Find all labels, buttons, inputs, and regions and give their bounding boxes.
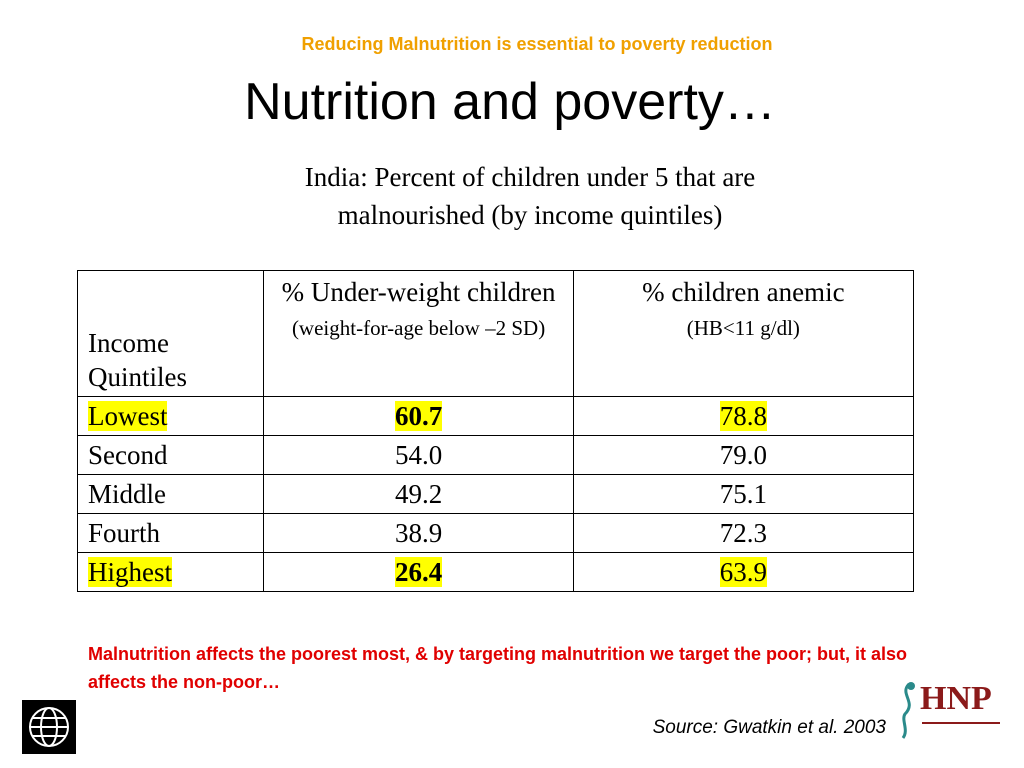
underweight-cell: 60.7 xyxy=(263,396,574,436)
underweight-value: 26.4 xyxy=(394,557,443,587)
hnp-emblem xyxy=(901,682,915,739)
quintile: Lowest xyxy=(88,401,168,431)
header-text: Income Quintiles xyxy=(88,328,187,392)
header-cell: % children anemic (HB<11 g/dl) xyxy=(572,270,915,397)
header-note: (weight-for-age below –2 SD) xyxy=(291,316,546,340)
anemic-value: 79.0 xyxy=(719,440,767,470)
quintile-cell: Second xyxy=(76,435,265,475)
source: Source: Gwatkin et al. 2003 xyxy=(652,717,886,738)
anemic-cell: 63.9 xyxy=(572,552,915,592)
hnp-logo: HNP xyxy=(920,680,992,717)
underweight-cell: 26.4 xyxy=(263,552,574,592)
header-text: % Under-weight children xyxy=(281,277,556,307)
quintile-cell: Highest xyxy=(76,552,265,592)
quintile-cell: Middle xyxy=(76,474,265,514)
underweight-cell: 54.0 xyxy=(263,435,574,475)
quintile-cell: Lowest xyxy=(76,396,265,436)
underweight-value: 49.2 xyxy=(394,479,443,509)
tagline: Reducing Malnutrition is essential to po… xyxy=(301,34,773,54)
logo-rule xyxy=(922,722,1000,724)
header-text: % children anemic xyxy=(642,277,845,307)
underweight-cell: 49.2 xyxy=(263,474,574,514)
anemic-value: 72.3 xyxy=(719,518,767,548)
table-row: Middle 49.2 75.1 xyxy=(76,474,915,514)
anemic-value: 75.1 xyxy=(719,479,767,509)
quintile: Highest xyxy=(88,557,172,587)
data-table: Income Quintiles % Under-weight children (… xyxy=(76,270,915,592)
underweight-value: 38.9 xyxy=(394,518,443,548)
subtitle: India: Percent of children under 5 that … xyxy=(304,162,756,230)
underweight-cell: 38.9 xyxy=(263,513,574,553)
header-row: Income Quintiles % Under-weight children (… xyxy=(76,270,915,397)
underweight-value: 54.0 xyxy=(394,440,443,470)
title: Nutrition and poverty… xyxy=(244,73,776,131)
anemic-cell: 75.1 xyxy=(572,474,915,514)
table-row: Fourth 38.9 72.3 xyxy=(76,513,915,553)
world-bank-logo xyxy=(22,700,76,754)
quintile: Second xyxy=(88,440,168,470)
anemic-cell: 72.3 xyxy=(572,513,915,553)
quintile-cell: Fourth xyxy=(76,513,265,553)
anemic-cell: 79.0 xyxy=(572,435,915,475)
underweight-value: 60.7 xyxy=(394,401,443,431)
quintile: Fourth xyxy=(88,518,161,548)
header-cell: Income Quintiles xyxy=(76,270,265,397)
table-row: Lowest 60.7 78.8 xyxy=(76,396,915,436)
table-row: Second 54.0 79.0 xyxy=(76,435,915,475)
header-cell: % Under-weight children (weight-for-age b… xyxy=(263,270,574,397)
footnote: Malnutrition affects the poorest most, &… xyxy=(88,644,908,692)
header-note: (HB<11 g/dl) xyxy=(686,316,800,340)
anemic-cell: 78.8 xyxy=(572,396,915,436)
anemic-value: 78.8 xyxy=(719,401,767,431)
quintile: Middle xyxy=(88,479,166,509)
table-row: Highest 26.4 63.9 xyxy=(76,552,915,592)
anemic-value: 63.9 xyxy=(719,557,767,587)
